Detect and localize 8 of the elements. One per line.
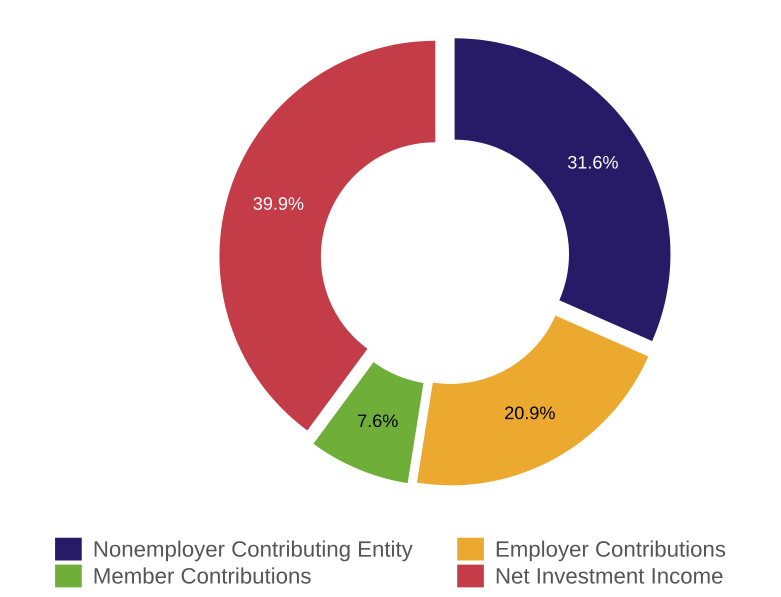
legend-label: Net Investment Income bbox=[496, 568, 722, 584]
data-label: 39.9% bbox=[254, 197, 304, 210]
data-label: 7.6% bbox=[358, 414, 398, 428]
legend-label: Member Contributions bbox=[94, 567, 311, 584]
legend-label: Nonemployer Contributing Entity bbox=[94, 540, 413, 562]
legend-label: Employer Contributions bbox=[496, 540, 726, 562]
data-label: 20.9% bbox=[505, 406, 555, 420]
data-label: 31.6% bbox=[568, 156, 618, 169]
